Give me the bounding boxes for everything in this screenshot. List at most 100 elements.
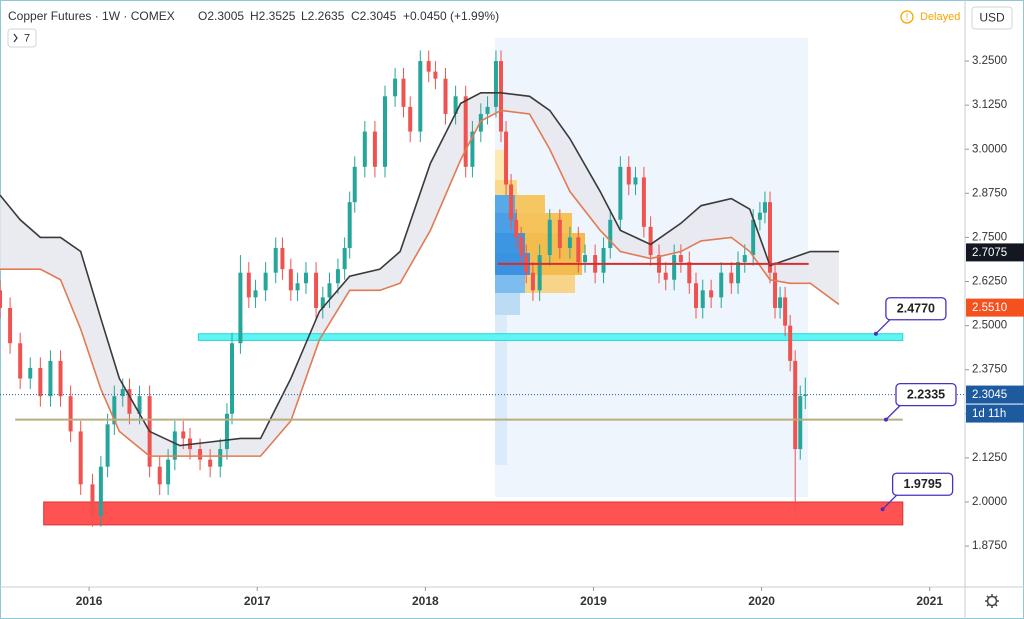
candle-body <box>120 389 125 397</box>
candle-body <box>694 283 699 308</box>
candle-body <box>320 297 325 308</box>
candle-body <box>157 466 162 485</box>
chart-title: Copper Futures · 1W · COMEX <box>8 9 175 23</box>
currency-box[interactable] <box>971 6 1013 30</box>
x-tick-label: 2016 <box>76 594 103 608</box>
candle-body <box>68 396 73 432</box>
candle-body <box>218 449 223 467</box>
candle-body <box>443 78 448 114</box>
x-tick-label: 2021 <box>916 594 943 608</box>
price-badge-box <box>966 298 1024 317</box>
candle-body <box>246 272 251 298</box>
currency[interactable]: USD <box>979 11 1005 25</box>
candle-body <box>762 202 767 213</box>
indicators-toggle[interactable]: 7 <box>7 28 37 48</box>
candle-body <box>230 343 235 414</box>
candle-body <box>519 237 524 256</box>
candle-body <box>687 262 692 284</box>
price-badge: 2.5510 <box>972 302 1007 314</box>
candle-body <box>788 325 793 361</box>
profile-bar <box>517 213 572 233</box>
candle-body <box>633 177 638 185</box>
candle-body <box>137 396 142 414</box>
candle-body <box>253 290 258 298</box>
profile-bar <box>525 233 585 253</box>
callout-box <box>885 297 947 321</box>
candle-body <box>453 96 458 114</box>
candle-body <box>618 166 623 220</box>
ohlc-close: C2.3045 <box>351 9 397 23</box>
candle-body <box>751 219 756 256</box>
candle-body <box>672 255 677 280</box>
candle-body <box>90 484 95 517</box>
band-lower <box>0 109 840 457</box>
x-tick-label: 2017 <box>244 594 271 608</box>
callout-box <box>895 382 957 407</box>
x-tick-label: 2019 <box>580 594 607 608</box>
profile-bar <box>495 315 507 465</box>
profile-bar <box>495 293 520 315</box>
callout-label: 2.4770 <box>897 302 935 316</box>
candle-body <box>583 255 588 263</box>
y-tick-label: 2.5000 <box>972 320 1007 332</box>
candle-body <box>238 272 243 344</box>
candle-body <box>773 272 778 308</box>
candle-body <box>314 272 319 308</box>
candle-body <box>393 78 398 97</box>
candle-body <box>382 96 387 167</box>
candle-body <box>678 255 683 263</box>
band-upper <box>0 91 839 447</box>
zone <box>43 501 904 526</box>
candle-body <box>757 212 762 220</box>
last-price-badge-box <box>966 385 1024 404</box>
ohlc-high: H2.3525 <box>250 9 296 23</box>
y-tick-label: 3.2500 <box>972 55 1007 67</box>
callout-anchor <box>880 507 885 512</box>
candle-body <box>709 290 714 298</box>
profile-bar <box>495 233 525 253</box>
profile-bar <box>495 150 507 180</box>
price-badge: 2.7075 <box>972 247 1007 259</box>
candle-body <box>18 343 23 379</box>
candle-body <box>433 71 438 79</box>
profile-bar <box>525 275 575 293</box>
y-tick-label: 2.1250 <box>972 452 1007 464</box>
candle-body <box>514 219 519 238</box>
countdown-box <box>966 404 1024 423</box>
settings-icon[interactable] <box>985 594 999 608</box>
candle-body <box>166 459 171 485</box>
candle-body <box>537 255 542 291</box>
profile-bar <box>495 275 525 293</box>
candle-body <box>509 184 514 220</box>
indicator-count: 7 <box>24 32 30 44</box>
profile-bar <box>515 195 545 213</box>
callout-label: 1.9795 <box>904 477 942 491</box>
candle-body <box>401 78 406 107</box>
candle-body <box>198 449 203 460</box>
toggle-box[interactable] <box>7 28 37 48</box>
delayed-icon <box>900 10 914 24</box>
candle-body <box>372 131 377 167</box>
y-tick-label: 2.0000 <box>972 496 1007 508</box>
candle-body <box>295 283 300 291</box>
candle-body <box>78 431 83 485</box>
candle-body <box>48 360 53 397</box>
candle-body <box>0 290 2 308</box>
candle-body <box>208 459 213 467</box>
candle-body <box>105 424 110 467</box>
callout-leader <box>885 405 901 421</box>
y-tick-label: 1.8750 <box>972 540 1007 552</box>
ohlc-open: O2.3005 <box>198 9 244 23</box>
y-tick-label: 3.1250 <box>972 99 1007 111</box>
price-badge-box <box>966 243 1024 262</box>
zone <box>197 333 904 341</box>
delayed-icon-mark: ! <box>906 12 909 22</box>
candle-body <box>641 177 646 227</box>
candle-body <box>729 272 734 284</box>
candle-body <box>463 96 468 167</box>
candle-body <box>567 237 572 248</box>
candle-body <box>485 106 490 114</box>
candle-body <box>426 61 431 72</box>
candle-body <box>288 269 293 291</box>
candle-body <box>181 431 186 439</box>
